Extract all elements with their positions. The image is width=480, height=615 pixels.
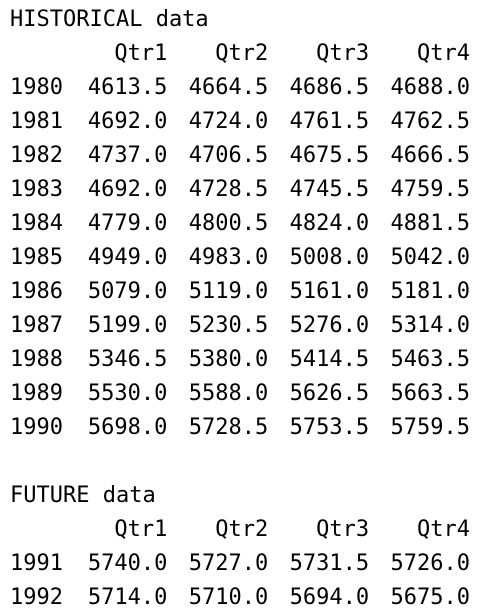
future-table-body: 1991 5740.0 5727.0 5731.5 5726.0 1992 5714.0 57… (10, 547, 470, 615)
value-cell-qtr2: 4724.0 (188, 109, 269, 134)
year-cell: 1986 (10, 279, 63, 304)
value-cell-qtr3: 5008.0 (289, 245, 370, 270)
header-qtr4: Qtr4 (417, 517, 471, 542)
value-cell-qtr3: 5731.5 (289, 551, 370, 576)
value-cell-qtr1: 4737.0 (87, 143, 168, 168)
value-cell-qtr2: 5380.0 (188, 347, 269, 372)
value-cell-qtr3: 4745.5 (289, 177, 370, 202)
table-row: 1983 4692.0 4728.5 4745.5 4759.5 (10, 173, 470, 207)
value-cell-qtr2: 5119.0 (188, 279, 269, 304)
value-cell-qtr3: 4824.0 (289, 211, 370, 236)
table-row: 1992 5714.0 5710.0 5694.0 5675.0 (10, 581, 470, 615)
table-row: 1980 4613.5 4664.5 4686.5 4688.0 (10, 71, 470, 105)
header-qtr4: Qtr4 (417, 41, 471, 66)
value-cell-qtr3: 5626.5 (289, 381, 370, 406)
value-cell-qtr1: 4949.0 (87, 245, 168, 270)
table-row: 1991 5740.0 5727.0 5731.5 5726.0 (10, 547, 470, 581)
value-cell-qtr1: 5079.0 (87, 279, 168, 304)
section-spacer (10, 445, 470, 479)
value-cell-qtr1: 5714.0 (87, 585, 168, 610)
value-cell-qtr2: 4983.0 (188, 245, 269, 270)
header-qtr2: Qtr2 (215, 41, 269, 66)
table-row: 1986 5079.0 5119.0 5161.0 5181.0 (10, 275, 470, 309)
value-cell-qtr1: 5740.0 (87, 551, 168, 576)
value-cell-qtr4: 5314.0 (390, 313, 471, 338)
future-title: FUTURE data (10, 483, 156, 508)
value-cell-qtr1: 5530.0 (87, 381, 168, 406)
table-row: 1987 5199.0 5230.5 5276.0 5314.0 (10, 309, 470, 343)
year-cell: 1980 (10, 75, 63, 100)
value-cell-qtr1: 5199.0 (87, 313, 168, 338)
header-qtr3: Qtr3 (316, 41, 370, 66)
year-cell: 1989 (10, 381, 63, 406)
year-cell: 1984 (10, 211, 63, 236)
table-row: 1985 4949.0 4983.0 5008.0 5042.0 (10, 241, 470, 275)
table-row: 1982 4737.0 4706.5 4675.5 4666.5 (10, 139, 470, 173)
year-cell: 1992 (10, 585, 63, 610)
value-cell-qtr3: 4675.5 (289, 143, 370, 168)
value-cell-qtr1: 4692.0 (87, 177, 168, 202)
value-cell-qtr1: 5346.5 (87, 347, 168, 372)
value-cell-qtr4: 4881.5 (390, 211, 471, 236)
value-cell-qtr2: 5588.0 (188, 381, 269, 406)
value-cell-qtr2: 5230.5 (188, 313, 269, 338)
value-cell-qtr4: 4759.5 (390, 177, 471, 202)
header-qtr2: Qtr2 (215, 517, 269, 542)
year-cell: 1981 (10, 109, 63, 134)
value-cell-qtr4: 4666.5 (390, 143, 471, 168)
table-row: 1989 5530.0 5588.0 5626.5 5663.5 (10, 377, 470, 411)
value-cell-qtr1: 4613.5 (87, 75, 168, 100)
value-cell-qtr2: 4664.5 (188, 75, 269, 100)
value-cell-qtr3: 5161.0 (289, 279, 370, 304)
value-cell-qtr3: 4686.5 (289, 75, 370, 100)
year-cell: 1991 (10, 551, 63, 576)
value-cell-qtr4: 4762.5 (390, 109, 471, 134)
table-row: 1984 4779.0 4800.5 4824.0 4881.5 (10, 207, 470, 241)
year-cell: 1982 (10, 143, 63, 168)
historical-title: HISTORICAL data (10, 7, 209, 32)
value-cell-qtr2: 4800.5 (188, 211, 269, 236)
value-cell-qtr3: 5276.0 (289, 313, 370, 338)
year-cell: 1987 (10, 313, 63, 338)
value-cell-qtr2: 4706.5 (188, 143, 269, 168)
value-cell-qtr4: 5759.5 (390, 415, 471, 440)
value-cell-qtr2: 5728.5 (188, 415, 269, 440)
future-header-row: Qtr1 Qtr2 Qtr3 Qtr4 (10, 513, 470, 547)
historical-header-row: Qtr1 Qtr2 Qtr3 Qtr4 (10, 37, 470, 71)
header-qtr1: Qtr1 (114, 41, 168, 66)
year-cell: 1988 (10, 347, 63, 372)
table-row: 1990 5698.0 5728.5 5753.5 5759.5 (10, 411, 470, 445)
historical-section: HISTORICAL data Qtr1 Qtr2 Qtr3 Qtr4 1980… (10, 3, 470, 445)
value-cell-qtr4: 5675.0 (390, 585, 471, 610)
value-cell-qtr2: 5727.0 (188, 551, 269, 576)
year-cell: 1983 (10, 177, 63, 202)
value-cell-qtr3: 5753.5 (289, 415, 370, 440)
value-cell-qtr2: 5710.0 (188, 585, 269, 610)
value-cell-qtr4: 5042.0 (390, 245, 471, 270)
console-output: HISTORICAL data Qtr1 Qtr2 Qtr3 Qtr4 1980… (10, 3, 470, 615)
value-cell-qtr1: 4779.0 (87, 211, 168, 236)
value-cell-qtr1: 4692.0 (87, 109, 168, 134)
future-section: FUTURE data Qtr1 Qtr2 Qtr3 Qtr4 1991 5740… (10, 479, 470, 615)
value-cell-qtr3: 5694.0 (289, 585, 370, 610)
table-row: 1988 5346.5 5380.0 5414.5 5463.5 (10, 343, 470, 377)
value-cell-qtr4: 5463.5 (390, 347, 471, 372)
value-cell-qtr3: 5414.5 (289, 347, 370, 372)
historical-table-body: 1980 4613.5 4664.5 4686.5 4688.0 1981 4692.0 47… (10, 71, 470, 445)
value-cell-qtr4: 5726.0 (390, 551, 471, 576)
value-cell-qtr1: 5698.0 (87, 415, 168, 440)
value-cell-qtr4: 5663.5 (390, 381, 471, 406)
header-spacer (10, 513, 67, 547)
year-cell: 1985 (10, 245, 63, 270)
year-cell: 1990 (10, 415, 63, 440)
value-cell-qtr3: 4761.5 (289, 109, 370, 134)
table-row: 1981 4692.0 4724.0 4761.5 4762.5 (10, 105, 470, 139)
value-cell-qtr2: 4728.5 (188, 177, 269, 202)
header-spacer (10, 37, 67, 71)
header-qtr1: Qtr1 (114, 517, 168, 542)
header-qtr3: Qtr3 (316, 517, 370, 542)
value-cell-qtr4: 5181.0 (390, 279, 471, 304)
value-cell-qtr4: 4688.0 (390, 75, 471, 100)
